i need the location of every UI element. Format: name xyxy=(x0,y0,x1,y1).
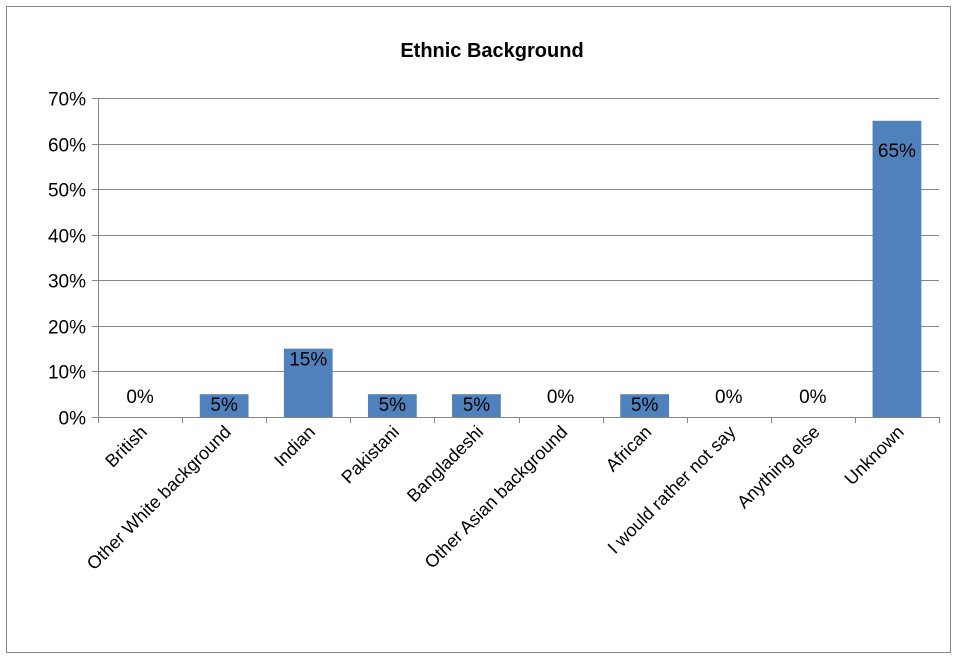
gridlines xyxy=(92,98,940,423)
bar xyxy=(620,394,670,417)
data-label: 0% xyxy=(715,387,743,408)
chart-frame: Ethnic Background 0% 10% 20% 30% 40% 50% 60% 70… xyxy=(6,6,951,653)
data-labels: 0% 5% 15% 5% 5% 0% 5% 0% 0% 65% xyxy=(126,141,916,416)
y-tick-label: 30% xyxy=(48,272,86,293)
data-label: 15% xyxy=(289,350,327,371)
data-label: 5% xyxy=(210,395,238,416)
y-tick-label: 50% xyxy=(48,181,86,202)
bar xyxy=(199,394,249,417)
y-tick-label: 60% xyxy=(48,136,86,157)
category-label: Pakistani xyxy=(337,422,403,488)
category-label: Anything else xyxy=(733,422,824,513)
category-label: Other Asian background xyxy=(421,422,572,573)
bar xyxy=(452,394,501,417)
category-label: Bangladeshi xyxy=(403,422,487,506)
data-label: 5% xyxy=(631,395,659,416)
axes xyxy=(98,98,939,418)
y-axis-tick-labels: 0% 10% 20% 30% 40% 50% 60% 70% xyxy=(48,90,86,430)
data-label: 0% xyxy=(799,387,827,408)
bars xyxy=(199,120,922,418)
category-label: Unknown xyxy=(841,422,908,489)
data-label: 0% xyxy=(547,387,575,408)
data-label: 5% xyxy=(379,395,407,416)
data-label: 65% xyxy=(878,141,916,162)
data-label: 5% xyxy=(463,395,491,416)
category-label: Indian xyxy=(270,422,319,471)
category-label: British xyxy=(101,422,151,472)
bar xyxy=(367,394,417,417)
category-label: Other White background xyxy=(83,422,235,574)
y-tick-label: 40% xyxy=(48,227,86,248)
category-label: African xyxy=(602,422,656,476)
chart-title: Ethnic Background xyxy=(400,40,583,62)
y-tick-label: 70% xyxy=(48,90,86,111)
y-tick-label: 10% xyxy=(48,363,86,384)
bar xyxy=(283,348,333,417)
y-tick-label: 20% xyxy=(48,318,86,339)
y-tick-label: 0% xyxy=(59,409,87,430)
bar-chart: Ethnic Background 0% 10% 20% 30% 40% 50% 60% 70… xyxy=(48,40,940,574)
data-label: 0% xyxy=(126,387,154,408)
bar xyxy=(872,120,922,418)
